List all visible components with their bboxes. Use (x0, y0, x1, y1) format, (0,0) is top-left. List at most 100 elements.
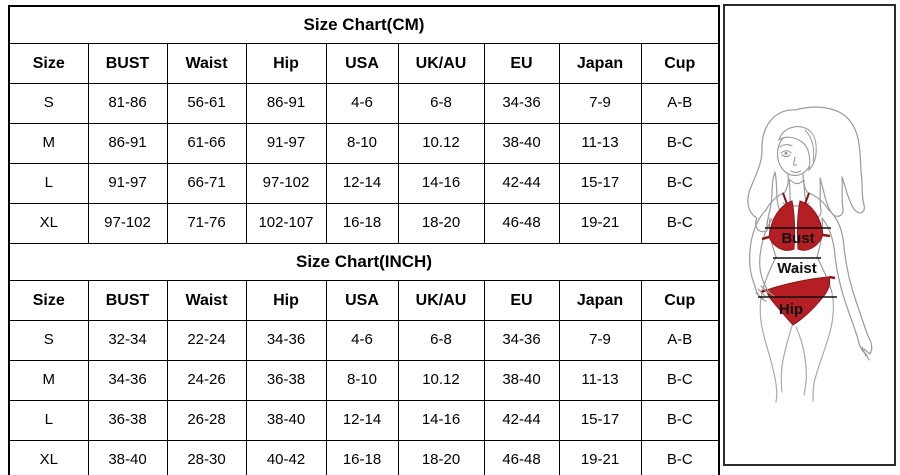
size-value-cell: 4-6 (325, 83, 399, 124)
size-value-cell: 56-61 (166, 83, 247, 124)
size-value-cell: B-C (640, 400, 720, 441)
size-label-cell: M (8, 123, 89, 164)
size-value-cell: 18-20 (397, 440, 485, 475)
size-value-cell: 14-16 (397, 400, 485, 441)
column-header: Size (8, 280, 89, 321)
size-value-cell: 38-40 (245, 400, 327, 441)
size-value-cell: 36-38 (87, 400, 168, 441)
column-header: Cup (640, 43, 720, 84)
cm-table-title: Size Chart(CM) (8, 5, 720, 44)
size-value-cell: 97-102 (87, 203, 168, 244)
size-value-cell: 16-18 (325, 440, 399, 475)
size-value-cell: 38-40 (483, 360, 560, 401)
column-header: UK/AU (397, 280, 485, 321)
bust-label: Bust (781, 230, 814, 247)
size-value-cell: B-C (640, 440, 720, 475)
size-value-cell: 16-18 (325, 203, 399, 244)
table-row: S 81-86 56-61 86-91 4-6 6-8 34-36 7-9 A-B (8, 83, 720, 124)
size-value-cell: 46-48 (483, 203, 560, 244)
size-label-cell: L (8, 400, 89, 441)
size-value-cell: A-B (640, 83, 720, 124)
table-row: XL 38-40 28-30 40-42 16-18 18-20 46-48 19-21 B-C (8, 440, 720, 475)
table-row: L 36-38 26-28 38-40 12-14 14-16 42-44 15-17 B-C (8, 400, 720, 441)
table-row: L 91-97 66-71 97-102 12-14 14-16 42-44 15-17 B-C (8, 163, 720, 204)
size-value-cell: 18-20 (397, 203, 485, 244)
size-value-cell: 4-6 (325, 320, 399, 361)
hair-bangs (778, 126, 817, 172)
column-header: Waist (166, 43, 247, 84)
size-value-cell: 12-14 (325, 400, 399, 441)
size-value-cell: 8-10 (325, 123, 399, 164)
size-value-cell: 6-8 (397, 320, 485, 361)
size-value-cell: 36-38 (245, 360, 327, 401)
size-value-cell: 40-42 (245, 440, 327, 475)
size-value-cell: 19-21 (558, 203, 642, 244)
size-value-cell: 34-36 (483, 320, 560, 361)
column-header: USA (325, 280, 399, 321)
table-row: S 32-34 22-24 34-36 4-6 6-8 34-36 7-9 A-B (8, 320, 720, 361)
column-header: Japan (558, 280, 642, 321)
size-value-cell: 86-91 (87, 123, 168, 164)
size-value-cell: 14-16 (397, 163, 485, 204)
size-label-cell: S (8, 320, 89, 361)
size-value-cell: 86-91 (245, 83, 327, 124)
size-label-cell: XL (8, 203, 89, 244)
column-header: Hip (245, 43, 327, 84)
column-header: BUST (87, 280, 168, 321)
size-value-cell: 11-13 (558, 360, 642, 401)
size-value-cell: 10.12 (397, 123, 485, 164)
cm-header-row: Size BUST Waist Hip USA UK/AU EU Japan Cup (8, 43, 720, 84)
size-value-cell: 71-76 (166, 203, 247, 244)
left-hand (754, 282, 775, 302)
column-header: BUST (87, 43, 168, 84)
table-row: XL 97-102 71-76 102-107 16-18 18-20 46-48 19-21… (8, 203, 720, 244)
column-header: Waist (166, 280, 247, 321)
size-value-cell: 42-44 (483, 163, 560, 204)
size-value-cell: 32-34 (87, 320, 168, 361)
size-value-cell: 12-14 (325, 163, 399, 204)
hair-strand (804, 129, 815, 163)
column-header: Size (8, 43, 89, 84)
face-features (779, 144, 802, 174)
column-header: Hip (245, 280, 327, 321)
size-label-cell: XL (8, 440, 89, 475)
size-label-cell: L (8, 163, 89, 204)
inch-header-row: Size BUST Waist Hip USA UK/AU EU Japan Cup (8, 280, 720, 321)
table-row: M 34-36 24-26 36-38 8-10 10.12 38-40 11-13 B-C (8, 360, 720, 401)
size-value-cell: 22-24 (166, 320, 247, 361)
size-value-cell: 34-36 (245, 320, 327, 361)
size-value-cell: 15-17 (558, 163, 642, 204)
size-value-cell: 42-44 (483, 400, 560, 441)
waist-label: Waist (777, 260, 816, 277)
size-value-cell: 61-66 (166, 123, 247, 164)
size-chart-table: Size Chart(CM) Size BUST Waist Hip USA UK/AU E… (8, 5, 720, 475)
hip-label: Hip (779, 301, 803, 318)
size-label-cell: S (8, 83, 89, 124)
measurement-figure-panel: Bust Waist Hip (723, 4, 896, 466)
size-value-cell: B-C (640, 203, 720, 244)
size-value-cell: 91-97 (87, 163, 168, 204)
inch-table-title: Size Chart(INCH) (8, 243, 720, 281)
body-measurement-figure: Bust Waist Hip (747, 106, 873, 403)
column-header: Japan (558, 43, 642, 84)
size-label-cell: M (8, 360, 89, 401)
table-row: M 86-91 61-66 91-97 8-10 10.12 38-40 11-13 B-C (8, 123, 720, 164)
size-value-cell: 6-8 (397, 83, 485, 124)
size-value-cell: 7-9 (558, 83, 642, 124)
size-value-cell: 38-40 (87, 440, 168, 475)
size-value-cell: A-B (640, 320, 720, 361)
size-value-cell: 10.12 (397, 360, 485, 401)
size-value-cell: 7-9 (558, 320, 642, 361)
column-header: EU (483, 43, 560, 84)
bikini-top (761, 192, 831, 251)
size-value-cell: 81-86 (87, 83, 168, 124)
size-value-cell: B-C (640, 360, 720, 401)
size-value-cell: 24-26 (166, 360, 247, 401)
size-value-cell: 97-102 (245, 163, 327, 204)
column-header: UK/AU (397, 43, 485, 84)
column-header: Cup (640, 280, 720, 321)
size-value-cell: B-C (640, 123, 720, 164)
size-value-cell: 38-40 (483, 123, 560, 164)
size-value-cell: 15-17 (558, 400, 642, 441)
